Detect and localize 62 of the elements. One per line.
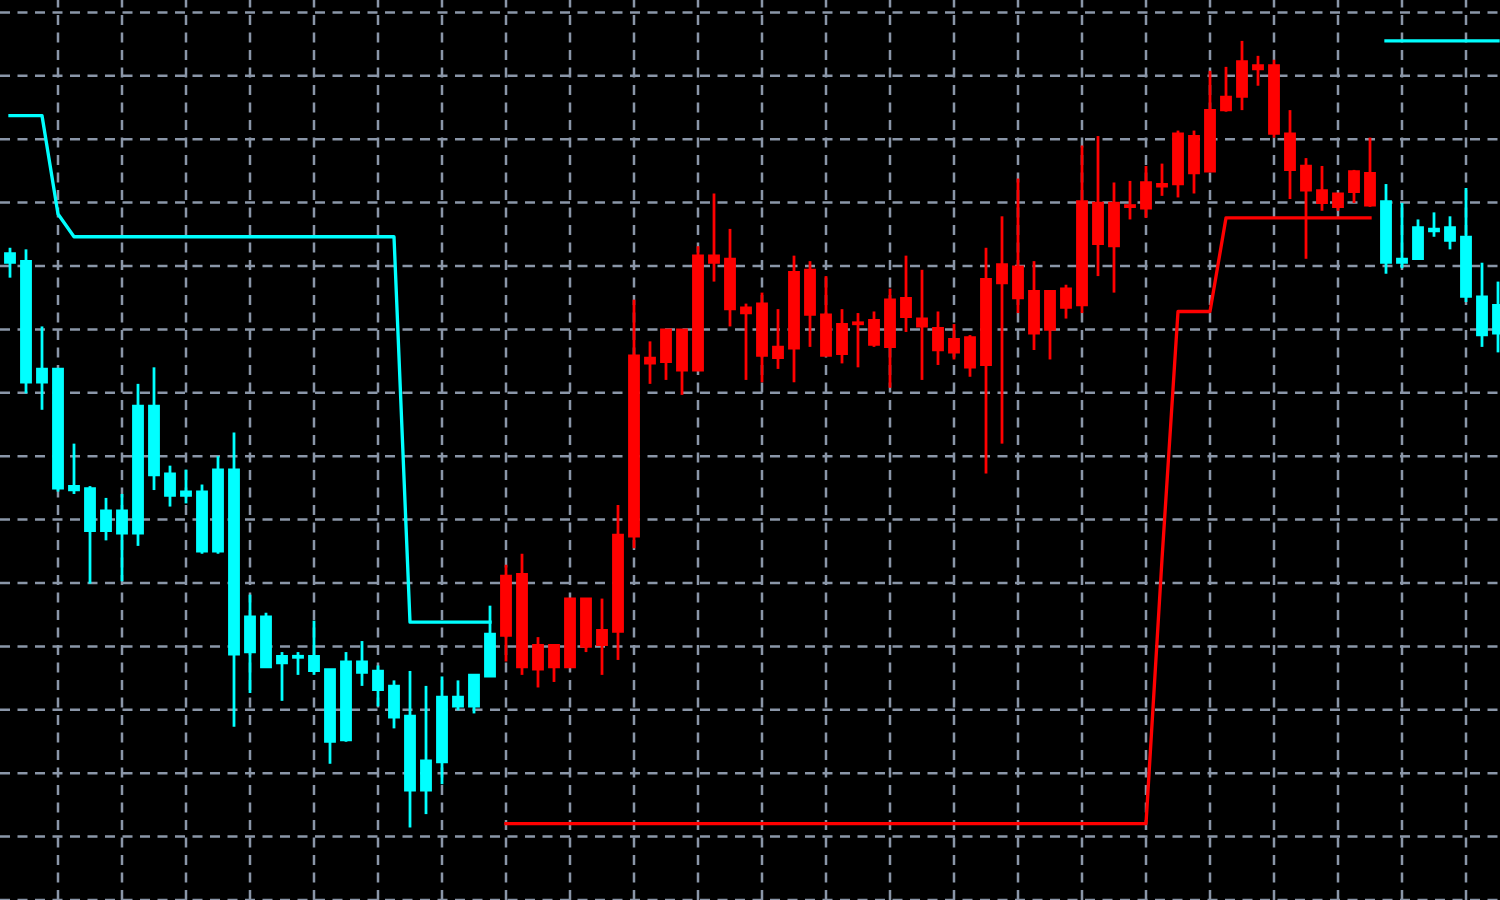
candlestick [1108, 181, 1120, 294]
candlestick [1236, 39, 1248, 112]
candlestick [292, 650, 304, 677]
candlestick [1396, 201, 1408, 270]
candlestick [1364, 136, 1376, 209]
candlestick [1284, 108, 1296, 201]
candlestick [1348, 168, 1360, 205]
candlestick [1412, 218, 1424, 261]
candlestick [644, 339, 656, 386]
candlestick [532, 635, 544, 689]
candlestick [308, 619, 320, 677]
candlestick [1140, 164, 1152, 220]
candlestick [820, 274, 832, 357]
candlestick [1156, 162, 1168, 198]
candlestick [1476, 261, 1488, 349]
candlestick [244, 593, 256, 695]
candlestick [868, 310, 880, 349]
candlestick [948, 322, 960, 361]
candlestick [180, 468, 192, 505]
candlestick [804, 259, 816, 349]
candlestick [900, 254, 912, 334]
candlestick [452, 679, 464, 712]
candlestick [116, 492, 128, 583]
candlestick [740, 302, 752, 382]
candlestick [852, 311, 864, 369]
candlestick [1220, 65, 1232, 114]
candlestick [884, 287, 896, 390]
candlestick [1060, 283, 1072, 320]
candlestick [916, 268, 928, 382]
candlestick [1444, 214, 1456, 251]
candlestick [548, 643, 560, 684]
candlestick [596, 597, 608, 677]
candlestick [660, 328, 672, 382]
candlestick [772, 307, 784, 371]
candlestick [1188, 129, 1200, 195]
candlestick [1044, 289, 1056, 361]
candlestick [932, 310, 944, 367]
candlestick [996, 214, 1008, 446]
candlestick [1124, 179, 1136, 221]
candlestick [676, 328, 688, 397]
candlestick [4, 246, 16, 280]
candlestick [1012, 177, 1024, 315]
candlestick [84, 484, 96, 586]
candlestick [1092, 134, 1104, 278]
candlestick [580, 597, 592, 654]
candlestick [420, 684, 432, 816]
candlestick [68, 442, 80, 496]
candlestick [1252, 54, 1264, 88]
candlestick [36, 325, 48, 412]
candlestick [1316, 164, 1328, 213]
candlestick [468, 673, 480, 715]
candlestick [372, 664, 384, 708]
candlestick [1028, 259, 1040, 352]
candlestick [164, 464, 176, 508]
candlestick [708, 192, 720, 283]
candlestick [276, 650, 288, 703]
candlestick [100, 496, 112, 542]
candlestick [1428, 210, 1440, 239]
candlestick [356, 639, 368, 688]
candlestick [836, 307, 848, 365]
candlestick [388, 679, 400, 730]
candlestick [964, 333, 976, 379]
